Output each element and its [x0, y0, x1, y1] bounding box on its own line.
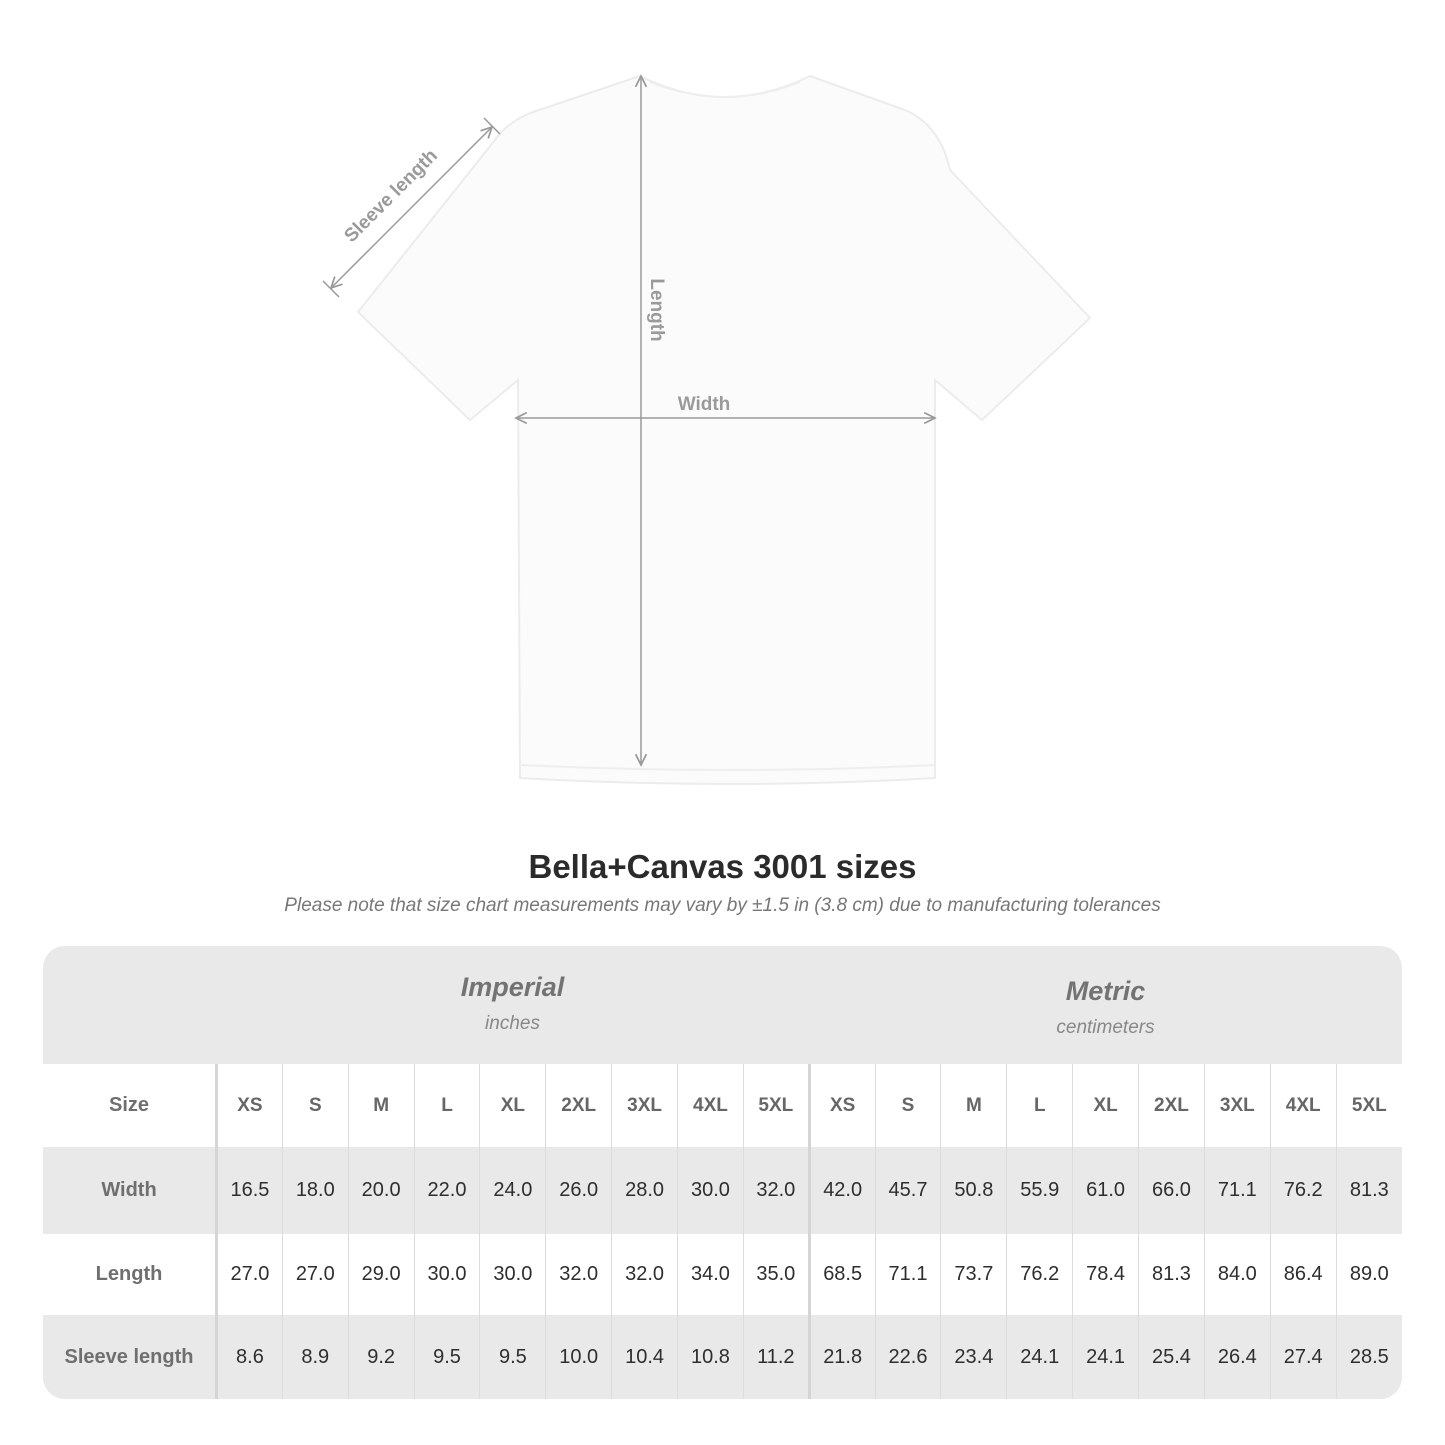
table-cell: 34.0	[677, 1234, 744, 1315]
metric-size-L: L	[1006, 1064, 1073, 1147]
table-cell: 27.4	[1269, 1315, 1337, 1399]
table-cell: 27.0	[216, 1234, 283, 1315]
imperial-size-4XL: 4XL	[677, 1064, 744, 1147]
table-cell: 10.0	[545, 1315, 612, 1399]
table-cell: 84.0	[1203, 1234, 1271, 1315]
imperial-size-3XL: 3XL	[611, 1064, 678, 1147]
table-header-row: Size XS S M L XL 2XL 3XL 4XL 5XL XS S M L XL 2XL 3XL 4XL 5…	[43, 1064, 1402, 1147]
table-cell: 26.0	[545, 1147, 612, 1234]
table-cell: 24.0	[479, 1147, 546, 1234]
size-grid: Size XS S M L XL 2XL 3XL 4XL 5XL XS S M L XL 2XL 3XL 4XL 5…	[43, 1064, 1402, 1399]
width-label: Width	[678, 394, 731, 415]
imperial-size-5XL: 5XL	[742, 1064, 810, 1147]
table-cell: 30.0	[677, 1147, 744, 1234]
table-cell: 81.3	[1335, 1147, 1402, 1234]
table-cell: 86.4	[1269, 1234, 1337, 1315]
imperial-size-2XL: 2XL	[545, 1064, 612, 1147]
table-cell: 32.0	[742, 1147, 810, 1234]
row-label: Length	[43, 1234, 218, 1315]
table-cell: 27.0	[281, 1234, 349, 1315]
table-row: Sleeve length 8.6 8.9 9.2 9.5 9.5 10.0 10.4 10.8…	[43, 1315, 1402, 1399]
table-cell: 50.8	[940, 1147, 1007, 1234]
imperial-unit: inches	[485, 1013, 540, 1034]
table-cell: 11.2	[742, 1315, 810, 1399]
tshirt-diagram: Sleeve length Length Width	[322, 0, 1092, 785]
table-cell: 23.4	[940, 1315, 1007, 1399]
size-label: Size	[43, 1064, 218, 1147]
table-cell: 30.0	[413, 1234, 480, 1315]
imperial-size-L: L	[413, 1064, 480, 1147]
table-cell: 73.7	[940, 1234, 1007, 1315]
table-cell: 89.0	[1335, 1234, 1402, 1315]
imperial-size-S: S	[281, 1064, 349, 1147]
table-cell: 28.0	[611, 1147, 678, 1234]
chart-title: Bella+Canvas 3001 sizes	[528, 848, 917, 885]
imperial-size-XL: XL	[479, 1064, 546, 1147]
table-cell: 16.5	[216, 1147, 283, 1234]
table-cell: 66.0	[1138, 1147, 1205, 1234]
table-cell: 9.5	[479, 1315, 546, 1399]
tshirt-shape	[356, 74, 1092, 785]
metric-unit: centimeters	[1056, 1017, 1155, 1038]
table-cell: 25.4	[1138, 1315, 1205, 1399]
table-cell: 68.5	[807, 1234, 876, 1315]
table-cell: 42.0	[807, 1147, 876, 1234]
table-cell: 22.6	[874, 1315, 941, 1399]
imperial-header: Imperial inches	[216, 946, 809, 1090]
table-cell: 32.0	[545, 1234, 612, 1315]
table-cell: 20.0	[347, 1147, 415, 1234]
size-table: Imperial inches Metric centimeters Size X…	[43, 946, 1402, 1399]
table-cell: 29.0	[347, 1234, 415, 1315]
table-cell: 22.0	[413, 1147, 480, 1234]
table-cell: 24.1	[1072, 1315, 1139, 1399]
length-label: Length	[646, 278, 667, 341]
row-label: Sleeve length	[43, 1315, 218, 1399]
table-cell: 18.0	[281, 1147, 349, 1234]
metric-size-2XL: 2XL	[1138, 1064, 1205, 1147]
metric-header: Metric centimeters	[809, 946, 1402, 1094]
table-cell: 10.8	[677, 1315, 744, 1399]
metric-size-S: S	[874, 1064, 941, 1147]
table-cell: 45.7	[874, 1147, 941, 1234]
metric-title: Metric	[1065, 976, 1146, 1006]
table-cell: 9.2	[347, 1315, 415, 1399]
table-cell: 8.9	[281, 1315, 349, 1399]
metric-size-4XL: 4XL	[1269, 1064, 1337, 1147]
table-cell: 24.1	[1006, 1315, 1073, 1399]
table-cell: 76.2	[1269, 1147, 1337, 1234]
metric-size-M: M	[940, 1064, 1007, 1147]
table-cell: 30.0	[479, 1234, 546, 1315]
table-row: Width 16.5 18.0 20.0 22.0 24.0 26.0 28.0 30.0 32.…	[43, 1147, 1402, 1234]
imperial-size-M: M	[347, 1064, 415, 1147]
row-label: Width	[43, 1147, 218, 1234]
sleeve-length-arrow	[331, 127, 492, 288]
table-cell: 81.3	[1138, 1234, 1205, 1315]
metric-size-XL: XL	[1072, 1064, 1139, 1147]
tolerance-note: Please note that size chart measurements…	[284, 895, 1161, 916]
imperial-size-XS: XS	[216, 1064, 283, 1147]
table-cell: 35.0	[742, 1234, 810, 1315]
table-cell: 61.0	[1072, 1147, 1139, 1234]
table-cell: 9.5	[413, 1315, 480, 1399]
table-cell: 26.4	[1203, 1315, 1271, 1399]
table-cell: 71.1	[1203, 1147, 1271, 1234]
table-cell: 55.9	[1006, 1147, 1073, 1234]
metric-size-3XL: 3XL	[1203, 1064, 1271, 1147]
table-cell: 32.0	[611, 1234, 678, 1315]
table-cell: 78.4	[1072, 1234, 1139, 1315]
table-cell: 10.4	[611, 1315, 678, 1399]
table-cell: 21.8	[807, 1315, 876, 1399]
table-cell: 28.5	[1335, 1315, 1402, 1399]
imperial-title: Imperial	[460, 972, 565, 1002]
metric-size-XS: XS	[807, 1064, 876, 1147]
table-cell: 76.2	[1006, 1234, 1073, 1315]
table-cell: 71.1	[874, 1234, 941, 1315]
table-cell: 8.6	[216, 1315, 283, 1399]
metric-size-5XL: 5XL	[1335, 1064, 1402, 1147]
table-row: Length 27.0 27.0 29.0 30.0 30.0 32.0 32.0 34.0 35…	[43, 1234, 1402, 1315]
